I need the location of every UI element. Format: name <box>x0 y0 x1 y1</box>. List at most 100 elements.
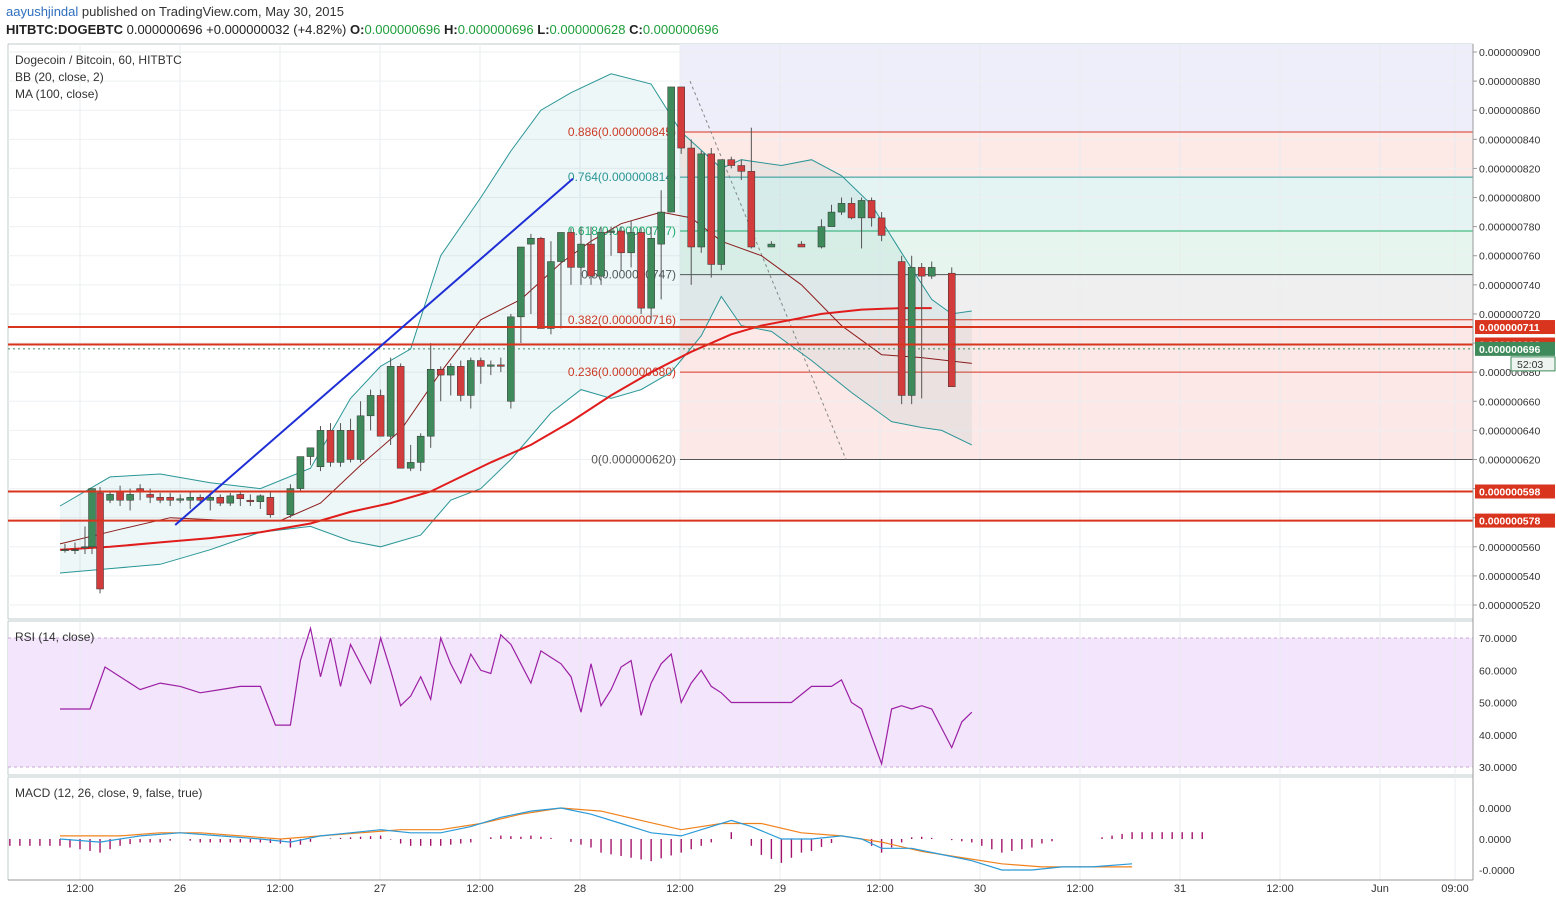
rsi-line <box>60 625 973 767</box>
macd-line <box>59 807 1133 871</box>
time-tick-label: 12:00 <box>266 883 294 895</box>
candle-body <box>96 492 104 590</box>
trendline <box>174 177 574 526</box>
price-tick-label: 0.000000640 <box>1479 425 1540 437</box>
rsi-legend: RSI (14, close) <box>15 630 94 644</box>
candle-body <box>657 211 665 245</box>
candle-body <box>697 153 705 248</box>
ma-100-line <box>59 307 932 551</box>
candle-body <box>467 360 475 396</box>
time-tick-label: Jun <box>1371 883 1389 895</box>
candle-body <box>647 238 655 309</box>
fib-zone-3 <box>680 230 1473 275</box>
high-label: H: <box>444 22 458 37</box>
price-tick-label: 0.000000800 <box>1479 193 1540 205</box>
candle-body <box>296 456 305 489</box>
candle-body <box>366 395 375 417</box>
time-tick-label: 12:00 <box>1266 883 1294 895</box>
candle-body <box>767 243 776 248</box>
price-tick-label: 0.000000780 <box>1479 222 1540 234</box>
close-value: 0.000000696 <box>642 22 719 37</box>
candle-body <box>837 203 846 213</box>
publish-line: aayushjindal published on TradingView.co… <box>6 4 344 19</box>
price-line-badge <box>1475 320 1555 335</box>
candle-body <box>577 243 585 268</box>
candle-body <box>497 364 505 367</box>
candle-body <box>81 546 89 549</box>
candle-body <box>376 395 385 437</box>
price-tick-label: 0.000000900 <box>1479 47 1540 59</box>
time-tick-label: 30 <box>974 883 986 895</box>
price-tick-label: 0.000000620 <box>1479 454 1540 466</box>
fib-label: 0.764(0.000000814) <box>568 170 676 184</box>
macd-tick-label: 0.0000 <box>1479 803 1511 815</box>
candle-body <box>817 226 826 248</box>
symbol-name[interactable]: HITBTC:DOGEBTC <box>6 22 123 37</box>
candle-body <box>266 497 275 516</box>
candle-body <box>71 549 79 551</box>
fib-zone-4 <box>680 274 1473 320</box>
open-label: O: <box>350 22 365 37</box>
rsi-tick-label: 30.0000 <box>1479 762 1517 774</box>
candle-body <box>567 232 575 268</box>
price-tick-label: 0.000000880 <box>1479 76 1540 88</box>
candle-body <box>867 200 876 219</box>
candle-body <box>406 462 415 469</box>
candle-body <box>547 261 555 329</box>
candle-body <box>246 499 255 502</box>
price-tick-label: 0.000000820 <box>1479 163 1540 175</box>
candle-body <box>917 267 926 277</box>
candle-body <box>517 246 525 318</box>
candle-body <box>176 498 184 501</box>
candle-body <box>446 366 455 376</box>
candle-body <box>717 159 726 265</box>
candle-body <box>947 272 956 387</box>
time-tick-label: 28 <box>574 883 586 895</box>
quote-line: HITBTC:DOGEBTC 0.000000696 +0.000000032 … <box>6 22 719 37</box>
time-tick-label: 26 <box>174 883 186 895</box>
time-tick-label: 31 <box>1174 883 1186 895</box>
candle-body <box>256 495 265 502</box>
candle-body <box>236 494 245 500</box>
candle-body <box>557 232 565 262</box>
price-line-badge <box>1475 513 1555 528</box>
candle-body <box>667 86 675 213</box>
candle-body <box>356 415 365 460</box>
candle-body <box>396 366 405 469</box>
candle-body <box>106 494 114 501</box>
candle-body <box>907 267 916 396</box>
candle-body <box>306 447 315 457</box>
candle-body <box>857 200 866 219</box>
ma-legend: MA (100, close) <box>15 87 98 101</box>
time-tick-label: 12:00 <box>66 883 94 895</box>
price-line-label: 0.000000598 <box>1479 486 1540 498</box>
price-tick-label: 0.000000840 <box>1479 134 1540 146</box>
candle-body <box>637 232 645 309</box>
macd-legend: MACD (12, 26, close, 9, false, true) <box>15 786 202 800</box>
chart-title: Dogecoin / Bitcoin, 60, HITBTC <box>15 53 182 67</box>
candle-body <box>627 232 635 254</box>
macd-tick-label: -0.0000 <box>1479 865 1515 877</box>
candle-body <box>61 549 69 551</box>
candle-body <box>416 435 425 463</box>
price-tick-label: 0.000000740 <box>1479 280 1540 292</box>
price-line-label: 0.000000578 <box>1479 516 1540 528</box>
candle-body <box>897 261 906 396</box>
time-tick-label: 09:00 <box>1441 883 1469 895</box>
bb-fill <box>60 73 972 574</box>
candle-body <box>316 430 325 467</box>
rsi-tick-label: 60.0000 <box>1479 665 1517 677</box>
author-link[interactable]: aayushjindal <box>6 4 79 19</box>
price-tick-label: 0.000000720 <box>1479 309 1540 321</box>
price-tick-label: 0.000000660 <box>1479 396 1540 408</box>
macd-tick-label: 0.0000 <box>1479 834 1511 846</box>
price-tick-label: 0.000000760 <box>1479 251 1540 263</box>
candle-body <box>617 230 625 254</box>
candle-body <box>216 497 225 504</box>
candle-body <box>687 147 695 248</box>
candle-body <box>457 366 465 396</box>
candle-body <box>286 488 295 516</box>
low-label: L: <box>537 22 550 37</box>
candle-body <box>847 203 856 219</box>
